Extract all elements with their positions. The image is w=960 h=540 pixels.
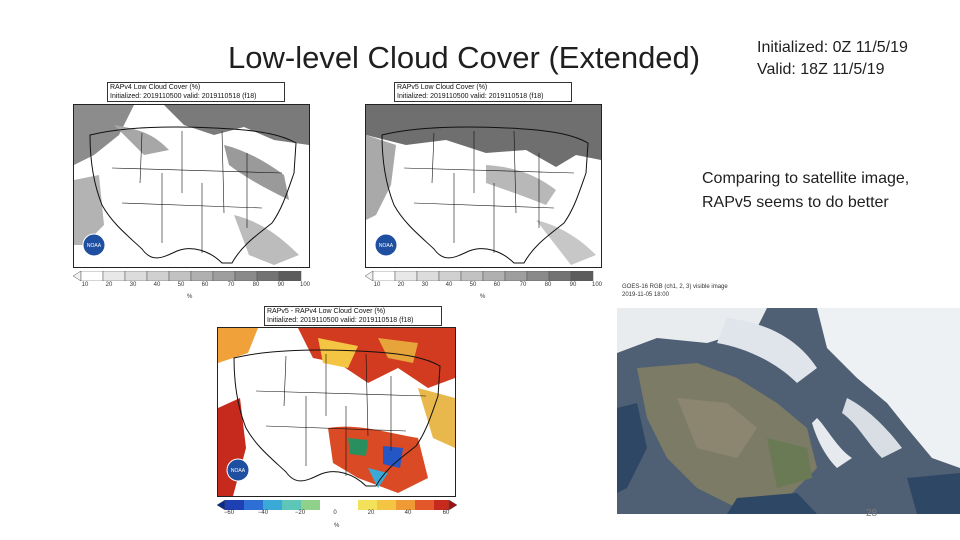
comparison-note: Comparing to satellite image, RAPv5 seem… <box>702 170 910 211</box>
rapv4-panel-subtitle: Initialized: 2019110500 valid: 201911051… <box>110 93 257 100</box>
valid-time: Valid: 18Z 11/5/19 <box>757 61 885 78</box>
satellite-timestamp: 2019-11-05 18:00 <box>622 292 669 298</box>
rapv5-tick-9: 90 <box>569 282 577 288</box>
diff-tick-4: 0 <box>333 510 337 516</box>
rapv4-tick-7: 70 <box>227 282 235 288</box>
diff-tick-1: −60 <box>223 510 235 516</box>
diff-panel-title: RAPv5 - RAPv4 Low Cloud Cover (%) <box>267 308 386 315</box>
initialized-time: Initialized: 0Z 11/5/19 <box>757 39 908 56</box>
rapv5-tick-5: 50 <box>469 282 477 288</box>
diff-panel-header: RAPv5 - RAPv4 Low Cloud Cover (%) Initia… <box>264 306 442 326</box>
rapv5-unit: % <box>480 294 486 300</box>
rapv4-tick-10: 100 <box>299 282 311 288</box>
rapv5-tick-7: 70 <box>519 282 527 288</box>
rapv4-panel-title: RAPv4 Low Cloud Cover (%) <box>110 84 201 91</box>
rapv4-tick-6: 60 <box>201 282 209 288</box>
rapv5-tick-4: 40 <box>445 282 453 288</box>
diff-colorbar-ticks: −60 −40 −20 0 20 40 60 <box>217 510 457 520</box>
rapv4-tick-8: 80 <box>252 282 260 288</box>
rapv4-unit: % <box>187 294 193 300</box>
diff-tick-2: −40 <box>257 510 269 516</box>
rapv5-panel-header: RAPv5 Low Cloud Cover (%) Initialized: 2… <box>394 82 572 102</box>
rapv5-tick-1: 10 <box>373 282 381 288</box>
rapv4-tick-1: 10 <box>81 282 89 288</box>
rapv4-tick-4: 40 <box>153 282 161 288</box>
satellite-header: GOES-16 RGB (ch1, 2, 3) visible image 20… <box>622 283 728 299</box>
rapv5-tick-3: 30 <box>421 282 429 288</box>
run-times: Initialized: 0Z 11/5/19 Valid: 18Z 11/5/… <box>757 37 908 81</box>
rapv5-colorbar-ticks: 10 20 30 40 50 60 70 80 90 100 <box>365 282 605 292</box>
rapv4-colorbar-graphic <box>72 270 302 282</box>
diff-colorbar <box>216 497 458 511</box>
rapv5-tick-6: 60 <box>493 282 501 288</box>
rapv4-panel-header: RAPv4 Low Cloud Cover (%) Initialized: 2… <box>107 82 285 102</box>
diff-tick-3: −20 <box>294 510 306 516</box>
diff-map-graphic: NOAA <box>218 328 455 496</box>
satellite-image-graphic <box>617 308 960 514</box>
slide-title: Low-level Cloud Cover (Extended) <box>228 40 701 75</box>
satellite-title: GOES-16 RGB (ch1, 2, 3) visible image <box>622 284 728 290</box>
rapv5-colorbar-graphic <box>364 270 594 282</box>
diff-panel-subtitle: Initialized: 2019110500 valid: 201911051… <box>267 317 414 324</box>
diff-tick-7: 60 <box>442 510 450 516</box>
rapv5-tick-2: 20 <box>397 282 405 288</box>
diff-cloud-map: NOAA <box>217 327 456 497</box>
rapv5-cloud-map: NOAA <box>365 104 602 268</box>
rapv4-tick-3: 30 <box>129 282 137 288</box>
rapv4-colorbar <box>72 268 308 282</box>
rapv5-map-graphic: NOAA <box>366 105 601 267</box>
rapv4-map-graphic: NOAA <box>74 105 309 267</box>
svg-text:NOAA: NOAA <box>231 468 246 474</box>
svg-text:NOAA: NOAA <box>379 243 394 249</box>
rapv5-tick-10: 100 <box>591 282 603 288</box>
diff-unit: % <box>334 523 340 529</box>
svg-text:NOAA: NOAA <box>87 243 102 249</box>
rapv5-panel-title: RAPv5 Low Cloud Cover (%) <box>397 84 488 91</box>
rapv4-tick-5: 50 <box>177 282 185 288</box>
rapv4-tick-2: 20 <box>105 282 113 288</box>
rapv4-cloud-map: NOAA <box>73 104 310 268</box>
satellite-image <box>617 308 960 514</box>
diff-colorbar-graphic <box>216 499 458 511</box>
diff-tick-5: 20 <box>367 510 375 516</box>
diff-tick-6: 40 <box>404 510 412 516</box>
rapv4-colorbar-ticks: 10 20 30 40 50 60 70 80 90 100 <box>73 282 311 292</box>
rapv5-panel-subtitle: Initialized: 2019110500 valid: 201911051… <box>397 93 544 100</box>
rapv4-tick-9: 90 <box>277 282 285 288</box>
rapv5-colorbar <box>364 268 600 282</box>
rapv5-tick-8: 80 <box>544 282 552 288</box>
slide-number: 28 <box>866 508 878 519</box>
